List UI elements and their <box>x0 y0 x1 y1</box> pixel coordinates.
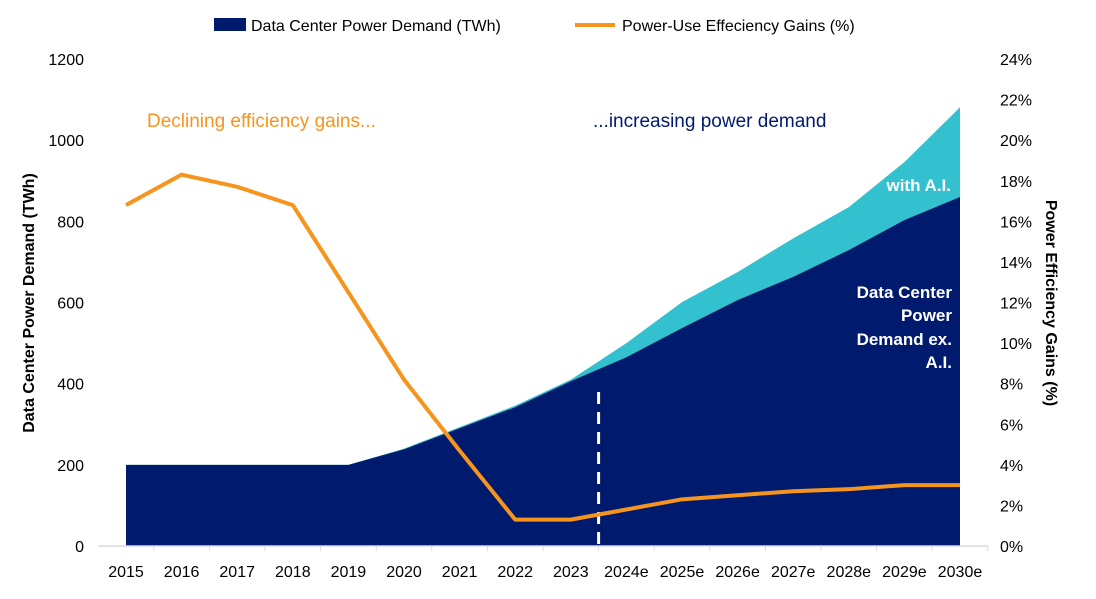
y-tick-label: 200 <box>57 458 84 475</box>
y2-axis-label: Power Efficiency Gains (%) <box>1042 200 1059 406</box>
annotation-ex-ai-4: A.I. <box>926 353 952 372</box>
y2-tick-label: 2% <box>1000 498 1023 515</box>
x-tick-label: 2016 <box>164 564 200 581</box>
y2-tick-label: 0% <box>1000 539 1023 556</box>
y-axis-label: Data Center Power Demand (TWh) <box>21 173 38 433</box>
annotation-with-ai: with A.I. <box>885 176 951 195</box>
x-tick-label: 2023 <box>553 564 589 581</box>
y2-tick-label: 10% <box>1000 336 1032 353</box>
legend-swatch-demand <box>214 18 246 31</box>
legend-label-demand: Data Center Power Demand (TWh) <box>251 18 501 35</box>
y-tick-label: 0 <box>75 539 84 556</box>
y2-tick-label: 6% <box>1000 417 1023 434</box>
annotation-ex-ai-3: Demand ex. <box>857 330 952 349</box>
x-tick-label: 2018 <box>275 564 311 581</box>
x-tick-label: 2030e <box>938 564 983 581</box>
x-tick-label: 2020 <box>386 564 422 581</box>
x-tick-label: 2017 <box>219 564 255 581</box>
x-tick-label: 2022 <box>497 564 533 581</box>
x-tick-label: 2028e <box>827 564 872 581</box>
y2-tick-label: 12% <box>1000 296 1032 313</box>
y2-tick-label: 18% <box>1000 174 1032 191</box>
x-tick-label: 2024e <box>604 564 649 581</box>
y-tick-label: 1000 <box>48 133 84 150</box>
y2-tick-label: 22% <box>1000 93 1032 110</box>
x-tick-label: 2025e <box>660 564 705 581</box>
x-tick-label: 2019 <box>331 564 367 581</box>
annotation-ex-ai-1: Data Center <box>857 283 953 302</box>
y-tick-label: 800 <box>57 214 84 231</box>
x-tick-label: 2015 <box>108 564 144 581</box>
x-tick-label: 2029e <box>882 564 927 581</box>
y2-tick-label: 4% <box>1000 458 1023 475</box>
annotation-declining: Declining efficiency gains... <box>147 111 376 132</box>
y2-tick-label: 14% <box>1000 255 1032 272</box>
y-tick-label: 400 <box>57 377 84 394</box>
legend-label-efficiency: Power-Use Effeciency Gains (%) <box>622 18 855 35</box>
y-tick-label: 1200 <box>48 52 84 69</box>
y-tick-label: 600 <box>57 296 84 313</box>
annotation-ex-ai-2: Power <box>901 306 952 325</box>
y2-tick-label: 24% <box>1000 52 1032 69</box>
annotation-increasing: ...increasing power demand <box>593 111 826 132</box>
y2-tick-label: 16% <box>1000 214 1032 231</box>
x-tick-label: 2027e <box>771 564 816 581</box>
x-tick-label: 2026e <box>715 564 760 581</box>
y2-tick-label: 20% <box>1000 133 1032 150</box>
y2-tick-label: 8% <box>1000 377 1023 394</box>
x-tick-label: 2021 <box>442 564 478 581</box>
